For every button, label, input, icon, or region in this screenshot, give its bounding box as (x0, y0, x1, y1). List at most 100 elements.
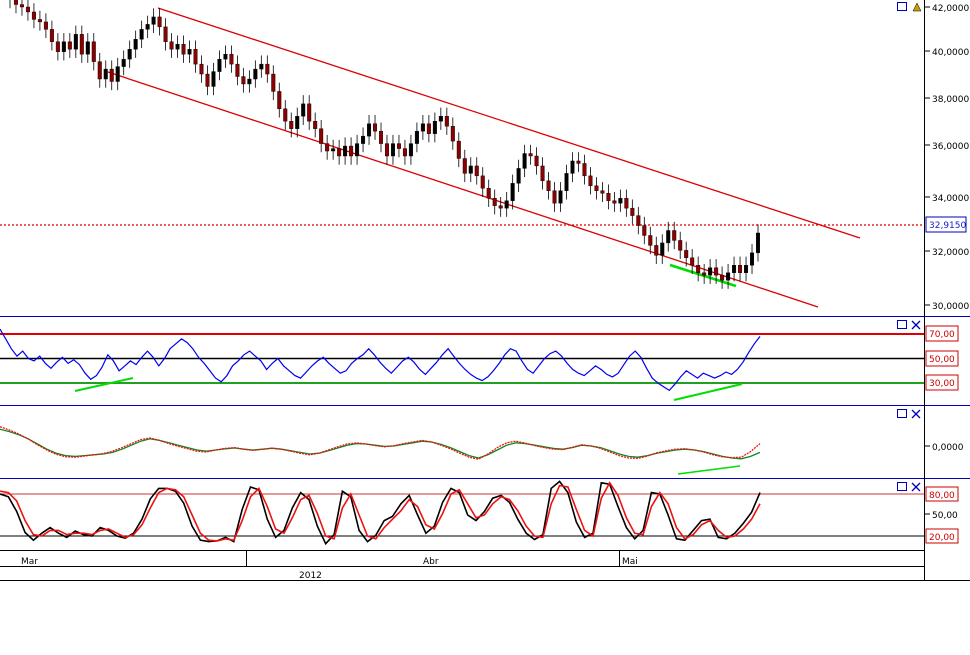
candle (564, 173, 569, 191)
oscillator-1-line (0, 328, 761, 392)
candle (13, 0, 18, 5)
candle (438, 116, 443, 122)
candle (289, 121, 294, 129)
candle (277, 91, 282, 110)
candle (331, 148, 336, 152)
candle (325, 143, 330, 152)
candle (235, 63, 240, 77)
panel-frames (0, 0, 970, 581)
candle (259, 63, 264, 70)
candle (67, 41, 72, 50)
oscillator-2-signal-line (0, 428, 761, 460)
candle (241, 76, 246, 85)
candle (732, 265, 737, 273)
window-icon[interactable] (897, 320, 907, 329)
candle (624, 198, 629, 209)
candle (672, 230, 677, 241)
candle (708, 267, 713, 276)
window-icon[interactable] (897, 2, 907, 11)
candle (55, 41, 60, 52)
oscillator-2-main-line (0, 426, 761, 460)
level-label: 70,00 (929, 330, 955, 340)
candle (414, 130, 419, 144)
price-tick-label: 36,0000 (932, 142, 969, 152)
candle (97, 61, 102, 80)
candle (187, 49, 192, 55)
candle (283, 108, 288, 122)
candle (205, 73, 210, 87)
candle (726, 272, 731, 281)
oscillator-3-panel: 80,00 50,00 20,00 (0, 480, 959, 546)
candle (444, 116, 449, 127)
candle (480, 175, 485, 189)
candle (666, 230, 671, 244)
candle (696, 265, 701, 273)
month-label: Mai (622, 557, 638, 567)
candle (265, 63, 270, 75)
candle (295, 116, 300, 129)
candle (738, 265, 743, 273)
candle (576, 160, 581, 164)
candle (528, 153, 533, 157)
close-icon[interactable] (911, 409, 921, 419)
candle (223, 53, 228, 60)
close-icon[interactable] (911, 482, 921, 492)
candle (301, 103, 306, 117)
candle (367, 123, 372, 137)
candle (492, 198, 497, 206)
close-icon[interactable] (911, 320, 921, 330)
candle (25, 6, 30, 13)
price-tick-label: 40,0000 (932, 48, 969, 58)
candle (582, 163, 587, 177)
candle (127, 49, 132, 60)
candle (402, 148, 407, 157)
candle (157, 16, 162, 28)
candle (337, 148, 342, 157)
candle (175, 44, 180, 50)
price-axis: 42,0000 40,0000 38,0000 36,0000 34,0000 … (925, 4, 969, 312)
month-label: Mar (21, 557, 38, 567)
oscillator-1-panel: 70,00 50,00 30,00 (0, 320, 959, 401)
candle (169, 41, 174, 50)
candle (271, 73, 276, 92)
candle (229, 53, 234, 65)
candle (49, 29, 54, 42)
window-icon[interactable] (897, 409, 907, 418)
oscillator-1-divergence-line (673, 383, 743, 401)
candlestick-series (9, 0, 761, 289)
candle (115, 66, 120, 82)
candle (510, 183, 515, 201)
candle (750, 252, 755, 266)
time-axis: Mar Abr Mai 2012 (21, 557, 638, 581)
candle (678, 240, 683, 251)
alert-icon[interactable] (912, 2, 922, 12)
candle (109, 68, 114, 82)
candle (606, 193, 611, 201)
price-tick-label: 42,0000 (932, 4, 969, 14)
last-value-box (925, 216, 967, 233)
oscillator-2-tick-label: 0,0000 (932, 443, 964, 453)
candle (355, 143, 360, 157)
candle (504, 200, 509, 209)
candle (498, 205, 503, 209)
candle (486, 188, 491, 199)
level-label: 50,00 (932, 511, 958, 521)
candle (211, 71, 216, 87)
oscillator-1-divergence-line (74, 377, 134, 392)
candle (217, 58, 222, 72)
candle (450, 125, 455, 142)
candle (199, 63, 204, 75)
candle (588, 175, 593, 187)
candle (648, 235, 653, 246)
year-label: 2012 (299, 571, 322, 581)
candle (253, 68, 258, 80)
candle (73, 34, 78, 50)
candle (720, 275, 725, 281)
candle (432, 121, 437, 134)
window-icon[interactable] (897, 482, 907, 491)
candle (684, 250, 689, 259)
candle (349, 145, 354, 157)
candle (714, 267, 719, 276)
candle (756, 232, 761, 254)
level-label: 80,00 (929, 491, 955, 501)
